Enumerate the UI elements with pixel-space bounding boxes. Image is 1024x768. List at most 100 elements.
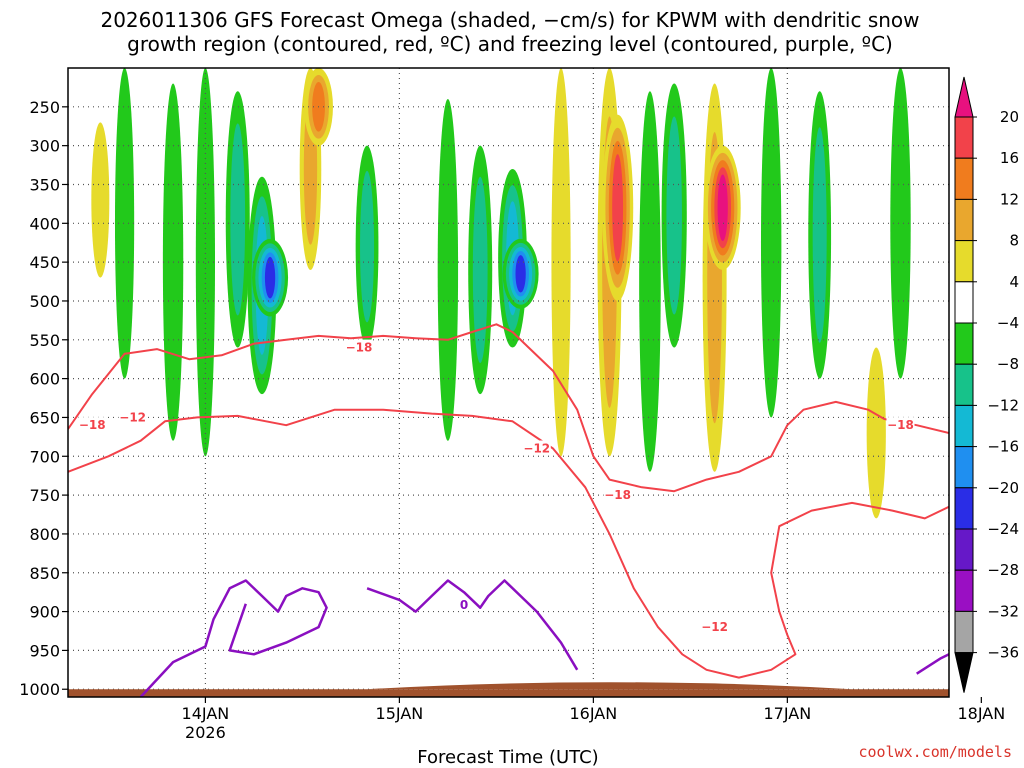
- x-axis: 14JAN202615JAN16JAN17JAN18JAN19JAN20JAN: [182, 697, 1005, 742]
- omega-shade-band: [975, 435, 987, 524]
- colorbar-label: −20: [987, 479, 1019, 497]
- colorbar-label: −24: [987, 520, 1019, 538]
- omega-feature: [437, 99, 459, 441]
- x-axis-title: Forecast Time (UTC): [417, 747, 598, 768]
- colorbar-swatch: [954, 487, 974, 530]
- contour-label-backdrop: [118, 409, 147, 424]
- colorbar-swatch: [954, 610, 974, 654]
- omega-feature: [702, 83, 727, 472]
- contour-label-backdrop: [78, 417, 107, 432]
- contour-label-backdrop: [344, 339, 373, 354]
- y-tick-label: 700: [29, 447, 60, 466]
- omega-shade-band: [360, 170, 375, 323]
- omega-feature: [866, 347, 886, 519]
- colorbar-swatch: [954, 404, 974, 448]
- omega-shade-band: [890, 68, 911, 379]
- y-tick-label: 950: [29, 641, 60, 660]
- freezing-level-contour: [366, 579, 579, 671]
- freezing-level-contour: [916, 652, 949, 675]
- y-tick-label: 850: [29, 564, 60, 583]
- omega-shade-band: [91, 122, 110, 278]
- omega-feature: [890, 68, 911, 379]
- colorbar: 20 16 12 8 4 −4 −8 −12 −16 −20 −24 −28 −32 −36: [954, 76, 1019, 693]
- y-tick-label: 300: [29, 137, 60, 156]
- colorbar-label: −36: [987, 644, 1019, 662]
- colorbar-swatch: [954, 569, 974, 612]
- omega-shade-band: [472, 176, 488, 364]
- plot-area: −12−12−12−12−12−18−18−18−18−18−180: [67, 67, 987, 698]
- dgz-contour-label: −18: [887, 418, 914, 432]
- x-tick-label: 16JAN: [570, 704, 618, 723]
- colorbar-label: 4: [1009, 273, 1019, 291]
- contour-layer: −12−12−12−12−12−18−18−18−18−18−180: [68, 323, 949, 697]
- omega-feature: [808, 91, 832, 379]
- terrain-band: [68, 689, 949, 697]
- dgz-contour-label: −18: [346, 341, 373, 355]
- omega-feature: [195, 68, 216, 457]
- omega-feature: [551, 68, 571, 457]
- colorbar-label: −32: [987, 602, 1019, 620]
- y-tick-label: 550: [29, 331, 60, 350]
- colorbar-label: 8: [1009, 232, 1019, 250]
- colorbar-label: 16: [1000, 149, 1019, 167]
- colorbar-top-triangle: [954, 76, 974, 118]
- contour-label-backdrop: [603, 487, 632, 502]
- y-tick-label: 500: [29, 292, 60, 311]
- y-tick-label: 1000: [19, 680, 60, 699]
- y-tick-label: 400: [29, 214, 60, 233]
- contour-label-backdrop: [886, 417, 915, 432]
- omega-shade-band: [866, 347, 886, 519]
- chart-title-line-2: growth region (contoured, red, ºC) and f…: [127, 32, 893, 56]
- x-tick-label: 15JAN: [376, 704, 424, 723]
- y-tick-label: 250: [29, 98, 60, 117]
- freezing-contour-label: 0: [460, 598, 468, 612]
- omega-feature: [760, 68, 782, 418]
- omega-feature: [704, 145, 741, 270]
- y-axis: 250 300 350 400 450 500 550 600 650 700 750 800 850 9…: [19, 98, 68, 699]
- contour-label-backdrop: [700, 619, 729, 634]
- colorbar-label: −28: [987, 561, 1019, 579]
- dgz-contour-label: −12: [701, 620, 728, 634]
- colorbar-label: −16: [987, 438, 1019, 456]
- colorbar-label: −8: [997, 355, 1019, 373]
- omega-shade-band: [666, 116, 682, 315]
- omega-shade-band: [812, 127, 827, 343]
- colorbar-label: −4: [997, 314, 1019, 332]
- omega-feature: [639, 91, 661, 472]
- colorbar-swatch: [954, 198, 974, 242]
- colorbar-swatch: [954, 116, 974, 159]
- x-tick-label: 18JAN: [957, 704, 1005, 723]
- dgz-contour-line: [68, 323, 949, 493]
- omega-shade-band: [551, 68, 571, 457]
- y-tick-label: 800: [29, 525, 60, 544]
- x-tick-label: 17JAN: [763, 704, 811, 723]
- terrain-ridge: [367, 682, 853, 690]
- colorbar-swatch: [954, 446, 974, 489]
- colorbar-label: 12: [1000, 190, 1019, 208]
- dgz-contour-label: −18: [604, 488, 631, 502]
- omega-shade-band: [230, 123, 246, 316]
- omega-feature: [252, 238, 289, 317]
- omega-shade-band: [612, 154, 624, 262]
- y-tick-label: 350: [29, 175, 60, 194]
- omega-shade-band: [195, 68, 216, 457]
- y-tick-label: 900: [29, 603, 60, 622]
- omega-shade-band: [639, 91, 661, 472]
- omega-shade-band: [264, 256, 276, 299]
- omega-feature: [91, 122, 110, 278]
- chart-title-line-1: 2026011306 GFS Forecast Omega (shaded, −…: [100, 8, 919, 32]
- omega-feature: [468, 145, 493, 395]
- credit-text: coolwx.com/models: [858, 743, 1012, 761]
- colorbar-swatch: [954, 528, 974, 571]
- x-tick-sublabel: 2026: [185, 723, 226, 742]
- y-tick-label: 650: [29, 408, 60, 427]
- omega-feature: [661, 83, 687, 348]
- freezing-level-contour: [139, 579, 328, 697]
- omega-shade-band: [515, 255, 526, 293]
- omega-shade-band: [437, 99, 459, 441]
- omega-feature: [225, 91, 250, 348]
- dgz-contour-label: −12: [119, 410, 146, 424]
- y-tick-label: 450: [29, 253, 60, 272]
- colorbar-swatch: [954, 363, 974, 406]
